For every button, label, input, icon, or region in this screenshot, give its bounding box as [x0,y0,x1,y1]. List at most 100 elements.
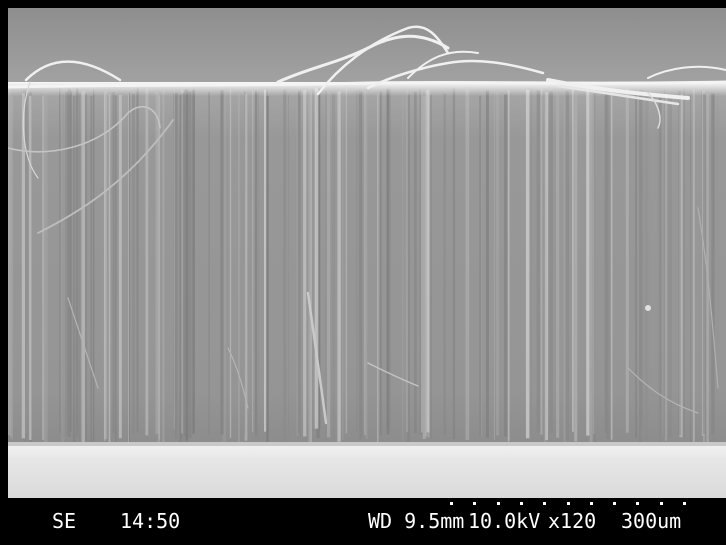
fiber-streak [70,91,72,432]
fiber-streak [159,95,161,440]
scale-bar-tick [566,502,570,505]
scale-bar-tick [659,502,663,505]
fiber-streak [252,90,254,432]
scale-bar-tick [589,502,593,505]
fiber-streak [179,94,182,443]
magnification-label: x120 [548,509,597,533]
fiber-streak [377,94,379,444]
fiber-streak [679,94,683,438]
fiber-streak [72,95,76,445]
fiber-streak [288,94,289,436]
fiber-streak [414,91,417,434]
fiber-streak [379,91,382,436]
fiber-streak [639,94,642,444]
fiber-streak [104,94,106,442]
fiber-streak [11,95,13,440]
fiber-streak [112,91,115,433]
fiber-streak [175,92,179,439]
scale-bar-tick [613,502,617,505]
fiber-streak [563,94,566,446]
fiber-streak [308,95,310,447]
fiber-streak [332,93,336,443]
fiber-streak [244,94,248,441]
fiber-streak [222,93,227,444]
fiber-streak [610,88,613,440]
fiber-streak [536,90,541,432]
working-distance-label: WD 9.5mm [368,509,465,533]
fiber-streak [419,88,422,435]
fiber-streak [108,94,111,445]
fiber-streak [644,94,649,441]
fiber-streak [44,91,48,445]
fiber-streak [573,91,578,438]
fiber-streak [67,88,71,438]
fiber-streak [712,95,715,446]
fiber-streak [65,91,69,436]
fiber-streak [589,93,593,442]
micrograph-svg [8,8,726,498]
fiber-streak [345,88,348,434]
fiber-streak [549,91,553,433]
fiber-streak [402,93,404,445]
fiber-streak [24,92,28,435]
fiber-streak [264,89,266,432]
fiber-streak [711,93,715,435]
fiber-streak [62,95,64,437]
scale-bar-tick [496,502,500,505]
fiber-streak [386,89,390,435]
fiber-streak [664,88,665,438]
fiber-streak [8,88,10,436]
fiber-streak [465,89,470,441]
particle [645,305,651,311]
fiber-streak [625,88,629,433]
scale-bar-tick [543,502,547,505]
fiber-streak [326,91,331,438]
fiber-streak [545,92,548,441]
fiber-streak [360,91,362,432]
fiber-streak [452,88,456,440]
fiber-streak [115,95,117,449]
stray-fibers-wall [8,105,719,425]
fiber-streak [21,93,25,439]
fiber-streak [136,88,139,432]
fiber-streak [692,89,695,442]
fiber-streak [310,92,312,445]
time-label: 14:50 [120,509,181,533]
fiber-streak [421,90,423,433]
fiber-streak [586,88,590,436]
fiber-streak [128,94,129,446]
fiber-streak [208,91,210,436]
fiber-streak [606,88,610,440]
fiber-streak [662,92,664,436]
fiber-streak [572,88,574,432]
fiber-streak [238,94,240,445]
fiber-streak [678,90,681,436]
fiber-streak [481,89,483,437]
fiber-streak [297,92,301,434]
fiber-streak [664,94,668,441]
fiber-streak [479,95,482,437]
fiber-streak [188,91,192,438]
fiber-streak [61,95,65,448]
fiber-streak [683,88,685,438]
fiber-streak [182,93,185,443]
fiber-streak [426,89,430,433]
scale-bar-tick [519,502,523,505]
fiber-streak [604,89,607,433]
fiber-streak [358,89,361,431]
info-bar: SE 14:50 WD 9.5mm 10.0kV x120 300um [0,498,726,545]
fiber-streak [255,92,258,437]
fiber-streak [429,95,432,439]
fiber-streak [407,94,410,445]
fiber-streak [283,89,287,443]
fiber-streak [706,94,709,445]
fiber-streak [443,93,446,435]
fiber-streak [703,94,706,435]
fiber-streak [266,95,269,443]
fiber-streak [318,88,321,429]
fiber-streak [668,93,672,438]
fiber-streak [358,93,361,440]
fiber-streak [337,92,341,442]
fiber-streak [594,92,596,446]
fiber-streak [255,90,257,436]
